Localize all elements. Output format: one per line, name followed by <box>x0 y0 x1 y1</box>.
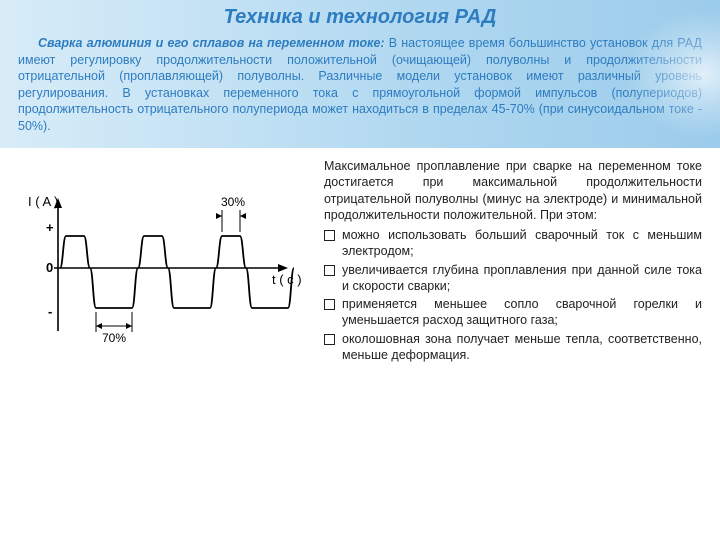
bullet-list: можно использовать больший сварочный ток… <box>324 227 702 363</box>
chart-container: I ( A ) +0 - t ( c ) 30% 70% <box>10 158 310 365</box>
svg-text:+: + <box>46 220 54 235</box>
right-text-block: Максимальное проплавление при сварке на … <box>324 158 702 365</box>
svg-text:0: 0 <box>46 260 53 275</box>
header-banner: Техника и технология РАД Сварка алюминия… <box>0 0 720 148</box>
lower-section: I ( A ) +0 - t ( c ) 30% 70% Максимальное про… <box>0 148 720 365</box>
intro-paragraph: Сварка алюминия и его сплавов на перемен… <box>18 35 702 134</box>
list-item: можно использовать больший сварочный ток… <box>324 227 702 260</box>
svg-text:70%: 70% <box>102 331 126 345</box>
page-title: Техника и технология РАД <box>18 6 702 29</box>
list-item: околошовная зона получает меньше тепла, … <box>324 331 702 364</box>
svg-text:30%: 30% <box>221 195 245 209</box>
right-paragraph: Максимальное проплавление при сварке на … <box>324 158 702 223</box>
waveform-chart: I ( A ) +0 - t ( c ) 30% 70% <box>10 176 310 356</box>
intro-lead: Сварка алюминия и его сплавов на перемен… <box>38 36 385 50</box>
svg-text:-: - <box>48 304 52 319</box>
list-item: применяется меньшее сопло сварочной горе… <box>324 296 702 329</box>
list-item: увеличивается глубина проплавления при д… <box>324 262 702 295</box>
intro-body: В настоящее время большинство установок … <box>18 36 702 133</box>
svg-text:t ( c ): t ( c ) <box>272 272 302 287</box>
svg-text:I ( A ): I ( A ) <box>28 194 58 209</box>
